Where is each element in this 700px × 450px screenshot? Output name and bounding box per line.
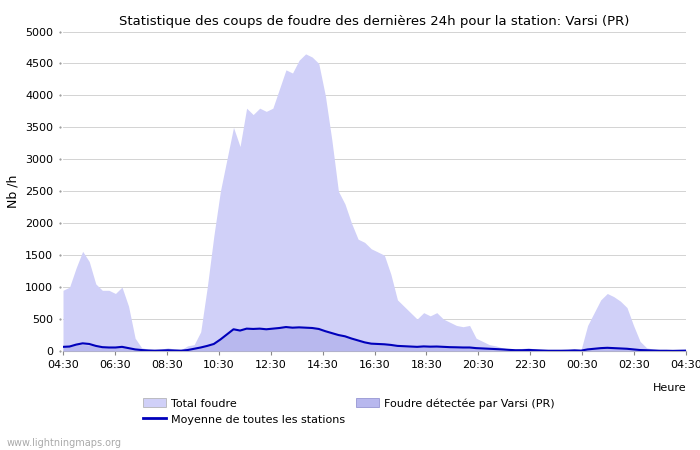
Y-axis label: Nb /h: Nb /h: [6, 175, 20, 208]
Legend: Total foudre, Moyenne de toutes les stations, Foudre détectée par Varsi (PR): Total foudre, Moyenne de toutes les stat…: [144, 398, 554, 425]
Text: Heure: Heure: [652, 383, 686, 393]
Title: Statistique des coups de foudre des dernières 24h pour la station: Varsi (PR): Statistique des coups de foudre des dern…: [119, 14, 630, 27]
Text: www.lightningmaps.org: www.lightningmaps.org: [7, 438, 122, 448]
